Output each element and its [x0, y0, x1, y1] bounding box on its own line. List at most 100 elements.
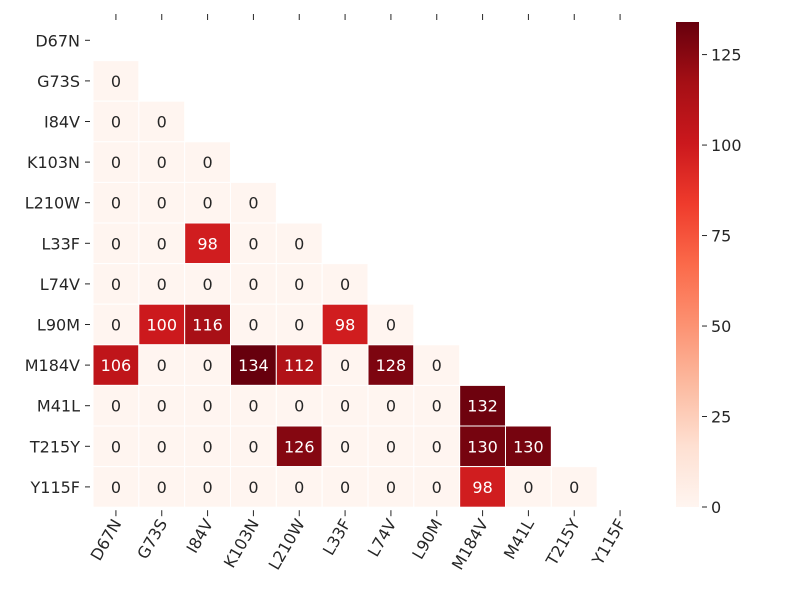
colorbar-tick-label: 125: [711, 46, 742, 65]
x-tick-label: D67N: [87, 516, 126, 564]
x-tick-label: T215Y: [542, 516, 584, 570]
x-tick-label: M41L: [500, 516, 538, 563]
heatmap-cell: [275, 263, 323, 305]
cell-value-label: 0: [111, 275, 121, 294]
heatmap-cell: [230, 263, 277, 305]
x-tick-label: I84V: [183, 516, 217, 557]
heatmap-cell: [413, 344, 461, 386]
heatmap-cell: [92, 60, 140, 102]
heatmap-cell: [275, 425, 323, 468]
heatmap-cell: [184, 263, 231, 305]
y-tick-label: G73S: [37, 72, 80, 91]
heatmap-cell: [413, 425, 461, 468]
y-tick-label: L33F: [42, 234, 80, 253]
heatmap-cell: [184, 384, 231, 427]
cell-value-label: 0: [432, 356, 442, 375]
cell-value-label: 0: [432, 397, 442, 416]
cell-value-label: 112: [284, 356, 315, 375]
heatmap-cell: [367, 303, 415, 346]
cell-value-label: 0: [248, 478, 258, 497]
heatmap-cells: [92, 60, 598, 508]
cell-value-label: 0: [386, 437, 396, 456]
heatmap-cell: [550, 466, 598, 508]
cell-value-label: 0: [340, 275, 350, 294]
y-tick-label: M184V: [25, 356, 80, 375]
y-tick-label: Y115F: [29, 478, 80, 497]
cell-value-label: 0: [111, 153, 121, 172]
cell-value-label: 0: [432, 437, 442, 456]
cell-value-label: 0: [432, 478, 442, 497]
cell-value-label: 0: [340, 437, 350, 456]
cell-value-label: 0: [202, 397, 212, 416]
cell-value-label: 0: [294, 234, 304, 253]
cell-value-label: 98: [472, 478, 492, 497]
cell-value-label: 0: [294, 275, 304, 294]
cell-value-label: 0: [157, 234, 167, 253]
cell-value-label: 0: [248, 194, 258, 213]
cell-value-label: 0: [202, 194, 212, 213]
cell-value-label: 0: [523, 478, 533, 497]
heatmap-cell: [184, 425, 231, 468]
cell-value-label: 132: [467, 397, 498, 416]
cell-value-label: 128: [376, 356, 407, 375]
heatmap-cell: [138, 466, 186, 508]
x-tick-label: L210W: [265, 516, 309, 574]
cell-value-label: 0: [248, 275, 258, 294]
y-tick-label: L74V: [40, 275, 80, 294]
cell-value-label: 116: [192, 316, 223, 335]
cell-value-label: 0: [248, 316, 258, 335]
x-tick-label: L90M: [408, 516, 446, 563]
heatmap-cell: [367, 384, 415, 427]
cell-value-label: 98: [197, 234, 217, 253]
cell-value-label: 0: [111, 397, 121, 416]
cell-value-label: 0: [111, 478, 121, 497]
y-tick-label: K103N: [27, 153, 80, 172]
heatmap-cell: [138, 263, 186, 305]
heatmap-cell: [321, 263, 369, 305]
cell-value-label: 126: [284, 437, 315, 456]
cell-value-label: 98: [335, 316, 355, 335]
heatmap-cell: [459, 384, 506, 427]
heatmap-cell: [321, 303, 369, 346]
heatmap-cell: [92, 384, 140, 427]
heatmap-cell: [321, 466, 369, 508]
y-tick-label: I84V: [44, 113, 80, 132]
x-tick-label: Y115F: [588, 516, 630, 569]
heatmap-cell: [184, 141, 231, 183]
x-tick-label: L33F: [319, 516, 355, 559]
cell-value-label: 0: [157, 153, 167, 172]
heatmap-cell: [230, 384, 277, 427]
cell-value-label: 0: [157, 397, 167, 416]
x-tick-label: K103N: [220, 516, 263, 571]
cell-value-label: 0: [202, 478, 212, 497]
cell-value-label: 100: [146, 316, 177, 335]
colorbar-tick-label: 50: [711, 317, 731, 336]
cell-value-label: 0: [202, 153, 212, 172]
cell-value-label: 0: [111, 234, 121, 253]
colorbar-tick-label: 25: [711, 408, 731, 427]
cell-value-label: 130: [467, 437, 498, 456]
heatmap-cell: [138, 222, 186, 265]
heatmap-cell: [138, 303, 186, 346]
heatmap-cell: [92, 425, 140, 468]
cell-value-label: 0: [569, 478, 579, 497]
x-tick-label: L74V: [364, 516, 401, 560]
y-tick-label: M41L: [37, 397, 80, 416]
heatmap-cell: [459, 466, 506, 508]
colorbar-tick-label: 0: [711, 498, 721, 517]
y-tick-label: L210W: [25, 194, 80, 213]
cell-value-label: 106: [101, 356, 132, 375]
cell-value-label: 0: [202, 275, 212, 294]
cell-value-label: 0: [248, 234, 258, 253]
cell-value-label: 0: [157, 478, 167, 497]
heatmap-cell: [505, 425, 552, 468]
cell-value-label: 0: [340, 397, 350, 416]
heatmap-cell: [321, 384, 369, 427]
cell-value-label: 0: [386, 316, 396, 335]
cell-value-label: 0: [202, 437, 212, 456]
cell-value-label: 0: [386, 478, 396, 497]
x-tick-label: M184V: [448, 516, 492, 573]
cell-value-label: 0: [294, 478, 304, 497]
colorbar-tick-label: 100: [711, 136, 742, 155]
